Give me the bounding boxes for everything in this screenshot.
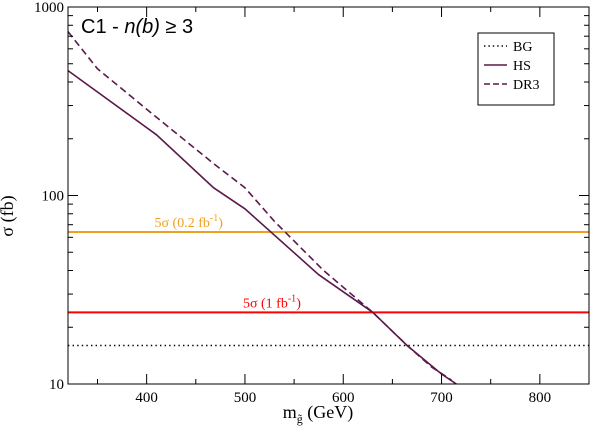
threshold-labels: 5σ (0.2 fb-1) 5σ (1 fb-1) <box>155 213 302 311</box>
y-axis-label: σ (fb) <box>0 195 18 236</box>
legend: BG HS DR3 <box>477 32 555 106</box>
chart-title: C1 - n(b) ≥ 3 <box>81 16 193 38</box>
y-tick-label: 1000 <box>34 0 64 16</box>
x-tick-label: 700 <box>430 390 453 406</box>
threshold-label-red: 5σ (1 fb-1) <box>243 293 301 311</box>
x-tick-label: 800 <box>529 390 552 406</box>
plot-lines <box>67 31 589 385</box>
legend-label-dr3: DR3 <box>513 78 539 93</box>
y-tick-label: 10 <box>49 377 64 393</box>
y-tick-label: 100 <box>42 189 65 205</box>
legend-label-bg: BG <box>513 40 532 55</box>
x-tick-label: 400 <box>135 390 158 406</box>
threshold-label-orange: 5σ (0.2 fb-1) <box>155 213 224 231</box>
legend-label-hs: HS <box>513 59 531 74</box>
axis-ticks: 400 500 600 700 800 10 100 1000 <box>34 0 589 406</box>
x-tick-label: 600 <box>332 390 355 406</box>
series-line-hs <box>67 69 457 385</box>
x-tick-label: 500 <box>234 390 257 406</box>
x-axis-label: mg̃ (GeV) <box>283 402 354 426</box>
series-line-dr3 <box>67 31 452 381</box>
legend-box <box>477 32 555 106</box>
